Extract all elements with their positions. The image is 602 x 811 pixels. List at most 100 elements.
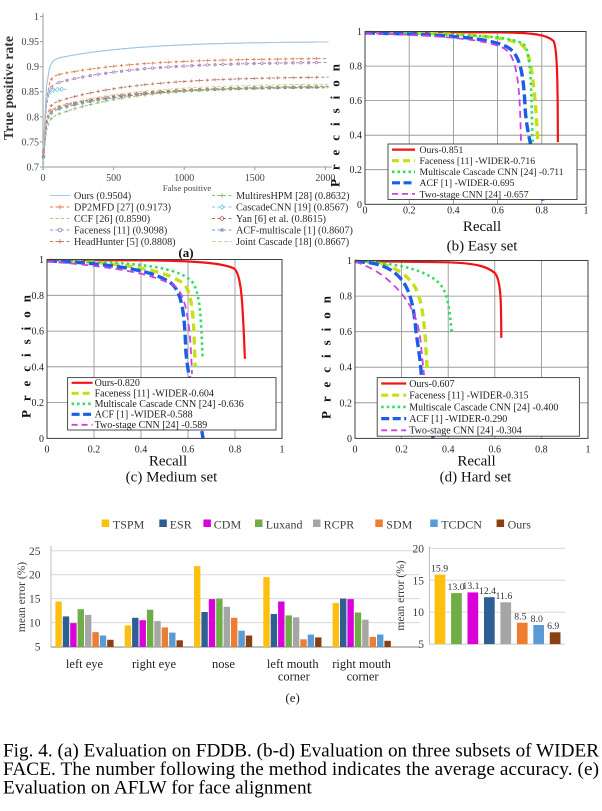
svg-text:0.2: 0.2 bbox=[32, 398, 45, 409]
svg-text:Ours: Ours bbox=[508, 518, 532, 532]
svg-text:0.95: 0.95 bbox=[22, 37, 40, 48]
svg-text:0: 0 bbox=[347, 434, 352, 445]
svg-text:0.2: 0.2 bbox=[395, 445, 408, 456]
svg-text:Faceness [11] -WIDER-0.315: Faceness [11] -WIDER-0.315 bbox=[409, 391, 528, 402]
svg-text:MultiresHPM [28] (0.8632): MultiresHPM [28] (0.8632) bbox=[236, 191, 349, 202]
svg-text:RCPR: RCPR bbox=[324, 518, 355, 532]
svg-text:Faceness [11] (0.9098): Faceness [11] (0.9098) bbox=[74, 225, 167, 236]
svg-text:corner: corner bbox=[278, 670, 311, 684]
svg-text:0: 0 bbox=[353, 445, 358, 456]
svg-text:ACF-multiscale [1] (0.8607): ACF-multiscale [1] (0.8607) bbox=[236, 225, 353, 236]
svg-text:Ours-0.820: Ours-0.820 bbox=[95, 378, 140, 389]
svg-text:0.6: 0.6 bbox=[491, 206, 504, 217]
svg-text:(d) Hard set: (d) Hard set bbox=[440, 470, 512, 486]
svg-text:mean error (%): mean error (%) bbox=[16, 562, 28, 632]
svg-text:13.1: 13.1 bbox=[462, 581, 479, 592]
svg-text:Multiscale Cascade CNN [24] -0: Multiscale Cascade CNN [24] -0.400 bbox=[409, 402, 558, 413]
svg-text:0.4: 0.4 bbox=[340, 363, 353, 374]
svg-text:Precision: Precision bbox=[19, 286, 34, 418]
svg-text:Precision: Precision bbox=[328, 55, 343, 187]
svg-text:0: 0 bbox=[39, 434, 44, 445]
svg-text:Yan [6] et al. (0.8615): Yan [6] et al. (0.8615) bbox=[236, 214, 326, 225]
svg-text:15.9: 15.9 bbox=[431, 563, 448, 574]
svg-text:ACF [1] -WIDER-0.588: ACF [1] -WIDER-0.588 bbox=[95, 410, 193, 421]
svg-text:0.2: 0.2 bbox=[88, 444, 101, 455]
svg-text:Multiscale Cascade CNN [24] -0: Multiscale Cascade CNN [24] -0.711 bbox=[420, 167, 564, 178]
svg-text:Ours (0.9504): Ours (0.9504) bbox=[74, 191, 131, 202]
svg-text:0.85: 0.85 bbox=[22, 87, 40, 98]
svg-text:0.8: 0.8 bbox=[350, 62, 363, 73]
svg-text:corner: corner bbox=[347, 670, 380, 684]
svg-text:Faceness [11] -WIDER-0.716: Faceness [11] -WIDER-0.716 bbox=[420, 156, 536, 167]
svg-text:0.8: 0.8 bbox=[535, 445, 548, 456]
svg-text:0: 0 bbox=[357, 200, 362, 211]
svg-text:13.0: 13.0 bbox=[448, 582, 465, 593]
svg-text:0.8: 0.8 bbox=[536, 206, 549, 217]
svg-text:0.75: 0.75 bbox=[22, 137, 40, 148]
svg-text:8.5: 8.5 bbox=[514, 612, 526, 623]
svg-text:left eye: left eye bbox=[66, 657, 104, 671]
svg-text:(e): (e) bbox=[285, 690, 299, 705]
svg-text:0.8: 0.8 bbox=[340, 292, 353, 303]
svg-text:DP2MFD [27] (0.9173): DP2MFD [27] (0.9173) bbox=[74, 202, 171, 213]
svg-text:(c) Medium set: (c) Medium set bbox=[126, 470, 218, 486]
svg-text:ACF [1] -WIDER-0.290: ACF [1] -WIDER-0.290 bbox=[409, 414, 507, 425]
svg-text:0.6: 0.6 bbox=[489, 445, 502, 456]
svg-text:0: 0 bbox=[363, 206, 368, 217]
svg-text:Precision: Precision bbox=[319, 287, 334, 419]
svg-text:500: 500 bbox=[106, 173, 121, 184]
svg-text:ACF [1] -WIDER-0.695: ACF [1] -WIDER-0.695 bbox=[420, 178, 515, 189]
svg-text:15: 15 bbox=[29, 594, 41, 606]
svg-text:1: 1 bbox=[584, 206, 589, 217]
svg-text:5: 5 bbox=[418, 639, 424, 651]
svg-text:2000: 2000 bbox=[315, 173, 335, 184]
svg-text:0.6: 0.6 bbox=[182, 444, 195, 455]
svg-text:SDM: SDM bbox=[386, 518, 412, 532]
svg-text:20: 20 bbox=[29, 570, 41, 582]
svg-text:Faceness [11] -WIDER-0.604: Faceness [11] -WIDER-0.604 bbox=[95, 389, 214, 400]
svg-text:1: 1 bbox=[586, 445, 591, 456]
svg-text:right mouth: right mouth bbox=[332, 657, 391, 671]
svg-text:nose: nose bbox=[212, 657, 235, 671]
svg-text:0.8: 0.8 bbox=[32, 291, 45, 302]
svg-text:1: 1 bbox=[39, 255, 44, 266]
svg-text:0.8: 0.8 bbox=[229, 444, 242, 455]
svg-text:Ours-0.607: Ours-0.607 bbox=[409, 379, 454, 390]
svg-text:20: 20 bbox=[413, 543, 425, 555]
svg-text:Recall: Recall bbox=[457, 454, 495, 470]
svg-text:right eye: right eye bbox=[132, 657, 177, 671]
svg-text:CascadeCNN [19] (0.8567): CascadeCNN [19] (0.8567) bbox=[236, 202, 348, 213]
svg-text:0.9: 0.9 bbox=[27, 62, 40, 73]
svg-text:12.4: 12.4 bbox=[479, 586, 496, 597]
svg-text:0.7: 0.7 bbox=[27, 163, 40, 174]
svg-text:0.6: 0.6 bbox=[32, 327, 45, 338]
svg-text:left mouth: left mouth bbox=[267, 657, 319, 671]
svg-text:1500: 1500 bbox=[245, 173, 265, 184]
svg-text:0.6: 0.6 bbox=[340, 327, 353, 338]
svg-text:6.9: 6.9 bbox=[547, 621, 559, 632]
svg-text:10: 10 bbox=[413, 607, 425, 619]
svg-text:FACE. The number following the: FACE. The number following the method in… bbox=[3, 759, 599, 780]
svg-text:0: 0 bbox=[45, 444, 50, 455]
svg-text:(a): (a) bbox=[178, 245, 193, 260]
svg-text:Evaluation on AFLW for face al: Evaluation on AFLW for face alignment bbox=[3, 778, 313, 799]
svg-text:HeadHunter [5] (0.8808): HeadHunter [5] (0.8808) bbox=[74, 237, 176, 248]
svg-text:TSPM: TSPM bbox=[113, 518, 145, 532]
svg-text:Two-stage CNN [24] -0.304: Two-stage CNN [24] -0.304 bbox=[409, 426, 522, 437]
svg-text:ESR: ESR bbox=[170, 518, 192, 532]
svg-text:True positive rate: True positive rate bbox=[1, 36, 16, 140]
svg-text:Luxand: Luxand bbox=[266, 518, 303, 532]
svg-text:5: 5 bbox=[35, 642, 41, 654]
svg-text:(b) Easy set: (b) Easy set bbox=[447, 239, 519, 255]
svg-text:0.8: 0.8 bbox=[27, 112, 40, 123]
svg-text:25: 25 bbox=[29, 546, 41, 558]
svg-text:11.6: 11.6 bbox=[496, 591, 513, 602]
svg-text:0.2: 0.2 bbox=[350, 165, 363, 176]
svg-text:1: 1 bbox=[34, 12, 39, 23]
svg-text:False positive: False positive bbox=[163, 183, 212, 193]
svg-text:0.4: 0.4 bbox=[350, 131, 363, 142]
svg-text:Fig. 4. (a) Evaluation on FDD: Fig. 4. (a) Evaluation on FDDB. (b-d) Ev… bbox=[3, 741, 599, 762]
svg-text:0.4: 0.4 bbox=[442, 445, 455, 456]
svg-text:15: 15 bbox=[413, 575, 425, 587]
svg-text:1: 1 bbox=[280, 444, 285, 455]
